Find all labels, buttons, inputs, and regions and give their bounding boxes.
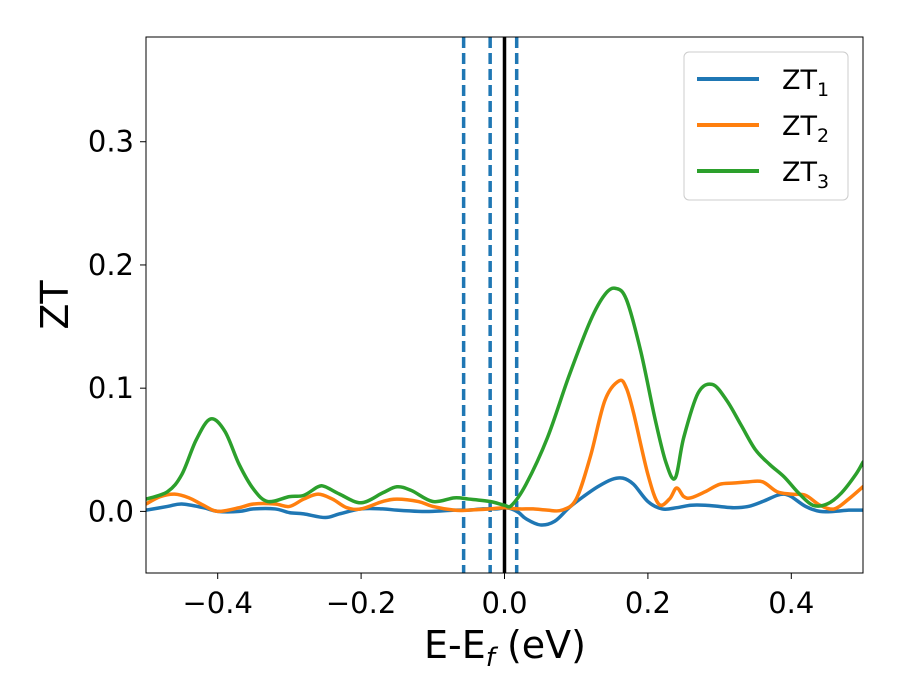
series-line-zt1: [146, 476, 863, 527]
legend-label-zt1: ZT1: [782, 65, 829, 101]
x-axis-label: E-Ef (eV): [424, 623, 586, 673]
series-line-zt3: [146, 286, 863, 509]
x-tick-label: −0.2: [326, 586, 396, 620]
y-tick-label: 0.1: [88, 371, 134, 405]
x-axis-label-unit: (eV): [495, 623, 586, 667]
y-tick-label: 0.2: [88, 248, 134, 282]
series-lines: [146, 286, 863, 527]
x-axis-ticks: −0.4 −0.2 0.0 0.2 0.4: [182, 573, 814, 620]
x-tick-label: −0.4: [182, 586, 252, 620]
legend-entries: ZT1 ZT2 ZT3: [697, 65, 829, 193]
legend-box: [683, 51, 849, 201]
legend-label-zt2: ZT2: [782, 111, 829, 147]
legend-label-zt3: ZT3: [782, 157, 829, 193]
y-axis-ticks: 0.0 0.1 0.2 0.3: [88, 125, 146, 528]
y-tick-label: 0.3: [88, 125, 134, 159]
x-axis-label-main: E-E: [424, 623, 486, 667]
y-tick-label: 0.0: [88, 494, 134, 528]
x-tick-label: 0.0: [481, 586, 527, 620]
series-line-zt2: [146, 378, 863, 514]
legend: ZT1 ZT2 ZT3: [683, 51, 849, 201]
x-tick-label: 0.2: [625, 586, 671, 620]
x-tick-label: 0.4: [768, 586, 814, 620]
y-axis-label: ZT: [33, 280, 77, 330]
reference-lines: [461, 37, 519, 573]
